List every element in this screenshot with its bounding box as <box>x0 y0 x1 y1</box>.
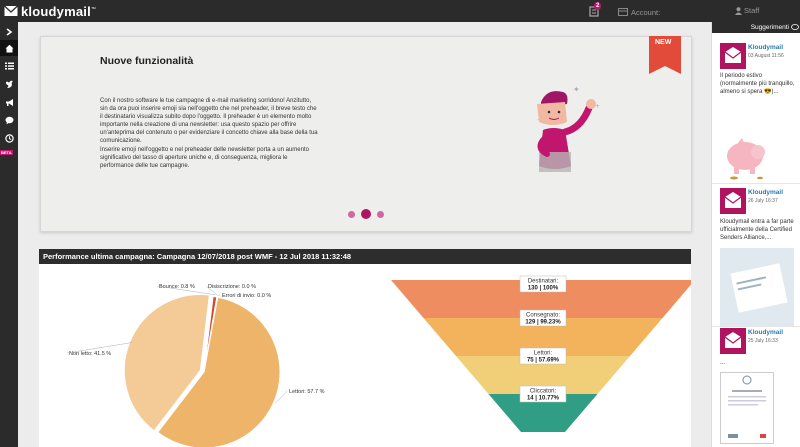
post-avatar[interactable] <box>720 188 746 214</box>
sidebar-item-expand[interactable] <box>0 24 18 40</box>
chevron-right-icon <box>6 28 13 36</box>
sidebar-item-home[interactable] <box>0 40 18 56</box>
account-selector[interactable]: Account: <box>618 6 750 18</box>
bird-icon <box>5 80 13 88</box>
pie-leader-line <box>205 285 218 296</box>
funnel-stage-label: Destinatari: <box>528 279 559 285</box>
pie-slice-label: Lettori: 57.7 % <box>289 389 325 395</box>
sidebar-item-campaigns[interactable] <box>0 94 18 110</box>
list-icon <box>4 62 14 70</box>
svg-text:✦: ✦ <box>573 85 580 94</box>
funnel-stage <box>488 394 598 432</box>
svg-text:+: + <box>595 103 600 110</box>
post-date: 03 August 11:56 <box>748 53 784 59</box>
performance-charts: Lettori: 57.7 % Non letto: 41.5 % Bounce: … <box>66 275 691 447</box>
logo-text: kloudymail™ <box>21 3 97 19</box>
piggy-bank-image <box>727 138 765 180</box>
carousel-dot-1[interactable] <box>348 210 355 218</box>
icon-sidebar: BETA <box>0 22 18 447</box>
post-text[interactable]: Il periodo estivo (normalmente più tranq… <box>720 73 795 95</box>
user-menu[interactable]: Staff <box>735 6 759 15</box>
funnel-stage-label-box <box>519 275 567 293</box>
top-bar: kloudymail™ 2 Account: Staff <box>0 0 800 22</box>
beta-badge: BETA <box>0 150 13 155</box>
funnel-stage-label-box <box>519 385 567 403</box>
post-avatar[interactable] <box>720 43 746 69</box>
user-label: Staff <box>744 6 760 15</box>
user-icon <box>735 6 742 15</box>
divider <box>712 183 800 184</box>
certificate-document-image <box>720 372 774 444</box>
account-label: Account: <box>631 7 661 17</box>
sidebar-item-chat[interactable] <box>0 112 18 128</box>
funnel-stage <box>391 280 691 318</box>
megaphone-icon <box>5 98 13 106</box>
news-paragraph-1: Con il nostro software le tue campagne d… <box>100 98 318 145</box>
post-author[interactable]: Kloudymail <box>748 44 784 51</box>
carousel-dots <box>345 209 387 219</box>
post-date: 25 July 16:33 <box>748 338 778 344</box>
pie-slice <box>123 294 210 432</box>
suggestions-sidebar: Suggerimenti Kloudymail 03 August 11:56 … <box>711 22 800 447</box>
envelope-icon <box>724 332 742 348</box>
pie-leader-line <box>156 285 216 296</box>
funnel-stage <box>456 356 630 394</box>
funnel-stage <box>423 318 663 356</box>
envelope-icon <box>724 192 742 208</box>
performance-header: Performance ultima campagna: Campagna 12… <box>39 249 691 264</box>
post-author[interactable]: Kloudymail <box>748 189 784 196</box>
funnel-stage-label: Consegnato: <box>526 313 560 319</box>
pie-leader-line <box>66 342 132 354</box>
post-text[interactable]: Kloudymail entra a far parte ufficialmen… <box>720 219 794 241</box>
certificate-image <box>720 248 794 326</box>
pie-slice-label: Disiscrizione: 0.0 % <box>208 284 256 290</box>
chat-bubble-icon <box>791 24 799 30</box>
sidebar-item-stats[interactable] <box>0 130 18 146</box>
carousel-dot-2[interactable] <box>361 209 371 219</box>
sidebar-item-messages[interactable] <box>0 76 18 92</box>
chat-icon <box>5 116 13 124</box>
pie-slice <box>203 296 219 373</box>
funnel-stage-value: 14 | 10.77% <box>527 396 560 402</box>
suggestions-header: Suggerimenti <box>712 22 800 33</box>
home-icon <box>5 44 13 52</box>
performance-panel: Lettori: 57.7 % Non letto: 41.5 % Bounce: … <box>39 264 691 447</box>
news-carousel: Nuove funzionalità Con il nostro softwar… <box>40 36 692 232</box>
logo-envelope-icon <box>4 5 18 16</box>
pie-slice-label: Bounce: 0.8 % <box>159 284 195 290</box>
post-author[interactable]: Kloudymail <box>748 329 784 336</box>
account-icon <box>618 8 628 16</box>
funnel-stage-value: 130 | 100% <box>528 286 559 292</box>
divider <box>712 326 800 327</box>
mascot-illustration: ✦ + + <box>537 85 600 172</box>
news-paragraph-2: Inserire emoji nell'oggetto e nel prehea… <box>100 146 309 169</box>
carousel-dot-3[interactable] <box>377 210 384 218</box>
funnel-stage-label-box <box>519 347 567 365</box>
funnel-stage-label: Cliccatori: <box>530 389 557 395</box>
envelope-icon <box>724 47 742 63</box>
news-title: Nuove funzionalità <box>100 55 194 67</box>
funnel-stage-label-box <box>519 309 567 327</box>
pie-slice-label: Non letto: 41.5 % <box>69 351 111 357</box>
clock-icon <box>4 133 14 143</box>
post-date: 26 July 16:37 <box>748 198 778 204</box>
sidebar-item-lists[interactable] <box>0 58 18 74</box>
new-ribbon-label: NEW <box>655 39 672 46</box>
funnel-stage-value: 129 | 99.23% <box>525 320 561 326</box>
post-text[interactable]: ... <box>720 360 726 366</box>
pie-slice-label: Errori di invio: 0.0 % <box>222 293 271 299</box>
funnel-stage-label: Lettori: <box>534 351 553 357</box>
pie-leader-line <box>275 390 288 404</box>
post-avatar[interactable] <box>720 328 746 354</box>
logo[interactable]: kloudymail™ <box>4 3 96 19</box>
new-ribbon <box>649 36 681 74</box>
news-body: Con il nostro software le tue campagne d… <box>100 97 318 170</box>
notification-badge: 2 <box>594 2 602 10</box>
funnel-stage-value: 75 | 57.69% <box>527 358 560 364</box>
suggestions-title: Suggerimenti <box>750 24 789 31</box>
